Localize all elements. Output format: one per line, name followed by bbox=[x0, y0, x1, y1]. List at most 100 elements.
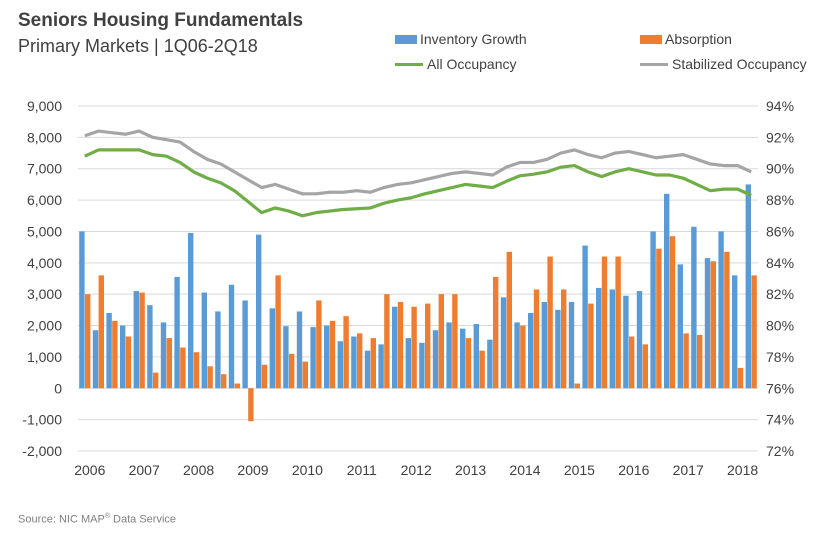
y-tick-label-right: 78% bbox=[766, 349, 794, 365]
legend-swatch-stabilized-occupancy bbox=[640, 62, 668, 66]
inventory-growth-bar bbox=[242, 300, 248, 389]
absorption-bar bbox=[506, 251, 512, 389]
y-tick-label-right: 74% bbox=[766, 412, 794, 428]
y-tick-label-right: 88% bbox=[766, 192, 794, 208]
absorption-bar bbox=[248, 388, 254, 422]
absorption-bar bbox=[520, 325, 526, 389]
absorption-bar bbox=[574, 383, 580, 389]
inventory-growth-bar bbox=[704, 258, 711, 389]
y-tick-label-left: 4,000 bbox=[27, 255, 62, 271]
legend-swatch-all-occupancy bbox=[395, 62, 423, 66]
legend-swatch-absorption bbox=[640, 34, 662, 44]
x-tick-label: 2018 bbox=[727, 462, 758, 478]
inventory-growth-bar bbox=[283, 326, 289, 389]
y-tick-label-left: 9,000 bbox=[27, 98, 62, 114]
inventory-growth-bar bbox=[677, 264, 683, 389]
inventory-growth-bar bbox=[174, 276, 180, 389]
inventory-growth-bar bbox=[106, 313, 112, 389]
absorption-bar bbox=[751, 275, 757, 389]
source-prefix: Source: NIC MAP bbox=[18, 513, 105, 526]
absorption-bar bbox=[397, 302, 404, 389]
inventory-growth-bar bbox=[609, 289, 615, 389]
absorption-bar bbox=[302, 361, 308, 389]
y-tick-label-left: 2,000 bbox=[27, 318, 62, 334]
legend-item-all-occupancy: All Occupancy bbox=[395, 56, 516, 72]
absorption-bar bbox=[234, 383, 240, 389]
absorption-bar bbox=[384, 294, 390, 389]
inventory-growth-bar bbox=[568, 302, 575, 389]
absorption-bar bbox=[710, 261, 716, 389]
stabilized-occupancy-line bbox=[84, 129, 752, 196]
absorption-bar bbox=[669, 236, 676, 389]
y-tick-label-left: 6,000 bbox=[27, 192, 62, 208]
inventory-growth-bar bbox=[364, 350, 371, 389]
absorption-bar bbox=[221, 374, 227, 389]
source-suffix: Data Service bbox=[109, 513, 177, 526]
inventory-growth-bar bbox=[324, 325, 330, 389]
legend-label: Absorption bbox=[665, 31, 732, 47]
absorption-bar bbox=[193, 352, 200, 389]
absorption-bar bbox=[452, 294, 458, 389]
inventory-growth-bar bbox=[732, 275, 738, 389]
absorption-bar bbox=[493, 276, 499, 389]
absorption-bar bbox=[329, 320, 336, 389]
y-tick-label-right: 76% bbox=[766, 380, 794, 396]
absorption-bar bbox=[737, 367, 744, 389]
chart-plot: -2,000 -1,000 0 1,000 2,000 3,000 4,000 5,000 6,… bbox=[22, 98, 794, 478]
legend-label: All Occupancy bbox=[427, 56, 517, 72]
inventory-growth-bar bbox=[201, 292, 207, 389]
inventory-growth-bar bbox=[133, 291, 139, 389]
absorption-bar bbox=[153, 372, 159, 389]
inventory-growth-bar bbox=[650, 231, 656, 389]
y-tick-label-left: 1,000 bbox=[27, 349, 62, 365]
absorption-bar bbox=[166, 338, 172, 389]
inventory-growth-bar bbox=[500, 297, 507, 389]
absorption-bar bbox=[547, 256, 553, 389]
source-note: Source: NIC MAP® Data Service bbox=[18, 513, 176, 526]
absorption-bar bbox=[642, 344, 648, 389]
absorption-bar bbox=[343, 316, 349, 389]
absorption-bar bbox=[438, 294, 444, 389]
absorption-bar bbox=[261, 364, 268, 389]
legend-item-inventory-growth: Inventory Growth bbox=[395, 31, 527, 47]
absorption-bar bbox=[656, 248, 662, 389]
x-tick-label: 2010 bbox=[292, 462, 323, 478]
y-tick-label-left: 8,000 bbox=[27, 129, 62, 145]
legend-item-absorption: Absorption bbox=[640, 31, 732, 47]
absorption-bar bbox=[561, 289, 567, 389]
inventory-growth-bar bbox=[378, 344, 384, 389]
y-tick-label-right: 90% bbox=[766, 161, 794, 177]
inventory-growth-bar bbox=[215, 311, 221, 389]
y-tick-label-right: 86% bbox=[766, 223, 794, 239]
legend-label: Inventory Growth bbox=[420, 31, 527, 47]
x-tick-label: 2009 bbox=[237, 462, 268, 478]
inventory-growth-bar bbox=[120, 325, 126, 389]
inventory-growth-bar bbox=[623, 295, 629, 389]
inventory-growth-bar bbox=[473, 323, 479, 389]
inventory-growth-bar bbox=[92, 330, 99, 389]
absorption-bar bbox=[85, 294, 91, 389]
inventory-growth-bar bbox=[351, 336, 357, 389]
absorption-bar bbox=[139, 292, 145, 389]
y-tick-label-left: 5,000 bbox=[27, 223, 62, 239]
absorption-bar bbox=[180, 347, 186, 389]
x-tick-label: 2016 bbox=[618, 462, 649, 478]
legend-label: Stabilized Occupancy bbox=[672, 56, 807, 72]
inventory-growth-bar bbox=[160, 322, 167, 389]
inventory-growth-bar bbox=[310, 327, 316, 389]
absorption-bar bbox=[370, 338, 376, 389]
inventory-growth-bar bbox=[487, 339, 493, 389]
legend-item-stabilized-occupancy: Stabilized Occupancy bbox=[640, 56, 807, 72]
inventory-growth-bar bbox=[147, 305, 153, 389]
all-occupancy-line bbox=[84, 148, 752, 218]
inventory-growth-bar bbox=[636, 291, 643, 389]
inventory-growth-bar bbox=[256, 234, 262, 389]
inventory-growth-bar bbox=[296, 311, 303, 389]
absorption-bar bbox=[697, 334, 703, 389]
inventory-growth-bar bbox=[188, 233, 194, 389]
x-tick-label: 2008 bbox=[183, 462, 214, 478]
absorption-bar bbox=[207, 366, 213, 389]
inventory-growth-bar bbox=[718, 231, 724, 389]
absorption-bar bbox=[601, 256, 608, 389]
inventory-growth-bar bbox=[446, 322, 452, 389]
